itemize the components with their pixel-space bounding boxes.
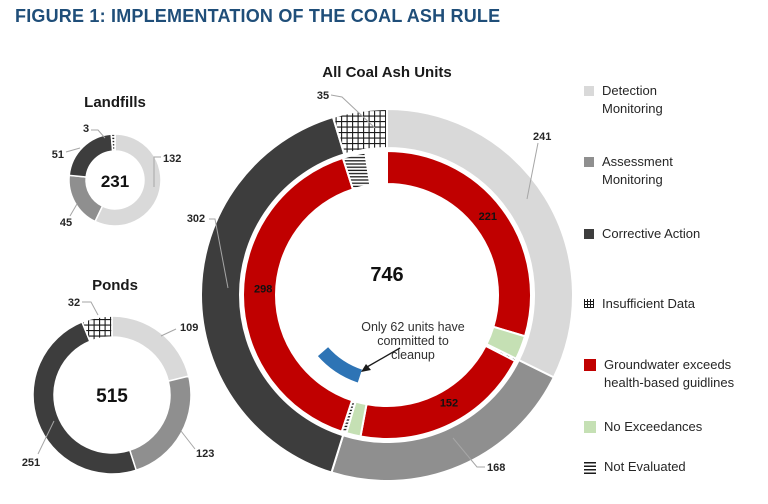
leader-line [37, 420, 55, 455]
leader-line [526, 142, 539, 200]
landfills-segment-assessment [68, 174, 104, 223]
chart-legend: Detection Monitoring Assessment Monitori… [584, 0, 768, 504]
landfills-chart-title: Landfills [84, 94, 146, 111]
leader-line [82, 301, 99, 316]
landfills-segment-detection [94, 133, 162, 227]
legend-item-insufficient-data: Insufficient Data [584, 295, 754, 313]
not-evaluated-swatch [584, 462, 596, 474]
ponds-chart-title: Ponds [92, 277, 138, 294]
leader-line [153, 156, 161, 187]
ponds-total-label: 515 [96, 386, 128, 407]
ponds-segment-detection [111, 315, 190, 383]
legend-label: Corrective Action [602, 226, 701, 241]
all-outer-value-label: 302 [187, 213, 205, 225]
cleanup-annotation: Only 62 units have committed to cleanup [361, 320, 465, 362]
leader-line [160, 328, 177, 337]
corrective-swatch [584, 229, 594, 239]
ponds-segment-corrective [32, 320, 138, 475]
legend-label: Groundwater exceeds health-based guidlin… [604, 357, 735, 390]
legend-label: Detection Monitoring [602, 83, 663, 116]
legend-item-groundwater-exceeds: Groundwater exceeds health-based guidlin… [584, 356, 756, 392]
ponds-segment-assessment [128, 375, 192, 472]
leader-line [180, 430, 196, 450]
ponds-segment-insufficient [80, 315, 113, 343]
legend-label: No Exceedances [604, 419, 703, 434]
all-inner-value-label: 152 [440, 397, 458, 409]
figure-title: FIGURE 1: IMPLEMENTATION OF THE COAL ASH… [15, 6, 501, 26]
groundwater-exceeds-swatch [584, 359, 596, 371]
legend-label: Insufficient Data [602, 296, 695, 311]
landfills-value-label: 45 [60, 217, 72, 229]
all-outer-value-label: 241 [533, 131, 551, 143]
all-chart-title: All Coal Ash Units [322, 64, 451, 81]
all-total-label: 746 [370, 264, 403, 286]
leader-line [330, 94, 376, 129]
all-outer-value-label: 35 [317, 90, 329, 102]
legend-item-corrective-action: Corrective Action [584, 225, 754, 243]
all-inner-segment-exceeds [242, 156, 355, 433]
ponds-donut-chart: Ponds 109 123 251 32 515 [22, 277, 214, 475]
leader-line [452, 437, 485, 468]
all-donut-chart: All Coal Ash Units 241 168 302 35 221 152 298 On… [187, 64, 574, 482]
cleanup-commitment-arc [315, 345, 364, 385]
ponds-value-label: 251 [22, 457, 40, 469]
landfills-segment-corrective [68, 133, 114, 178]
landfills-value-label: 3 [83, 123, 89, 135]
ponds-value-label: 109 [180, 322, 198, 334]
annotation-arrow [366, 347, 401, 368]
leader-line [69, 203, 78, 217]
leader-line [65, 147, 81, 153]
landfills-segment-not_evaluated [110, 133, 116, 152]
all-inner-value-label: 221 [479, 211, 497, 223]
all-inner-value-label: 298 [254, 284, 272, 296]
landfills-donut-chart: Landfills 132 45 51 3 231 [52, 94, 182, 229]
legend-label: Not Evaluated [604, 459, 686, 474]
insufficient-data-swatch [584, 299, 594, 308]
legend-label: Assessment Monitoring [602, 154, 673, 187]
annotation-arrowhead [361, 364, 371, 372]
detection-swatch [584, 86, 594, 96]
assessment-swatch [584, 157, 594, 167]
landfills-value-label: 132 [163, 153, 181, 165]
ponds-value-label: 123 [196, 448, 214, 460]
all-outer-value-label: 168 [487, 462, 505, 474]
landfills-value-label: 51 [52, 149, 64, 161]
legend-item-assessment-monitoring: Assessment Monitoring [584, 153, 694, 189]
landfills-total-label: 231 [101, 172, 129, 191]
leader-line [91, 129, 106, 139]
legend-item-no-exceedances: No Exceedances [584, 418, 754, 436]
ponds-value-label: 32 [68, 297, 80, 309]
legend-item-not-evaluated: Not Evaluated [584, 458, 754, 476]
all-outer-segment-insufficient [331, 107, 388, 156]
no-exceedances-swatch [584, 421, 596, 433]
legend-item-detection-monitoring: Detection Monitoring [584, 82, 694, 118]
all-inner-segment-not_evaluated [341, 151, 372, 191]
leader-line [209, 218, 229, 289]
